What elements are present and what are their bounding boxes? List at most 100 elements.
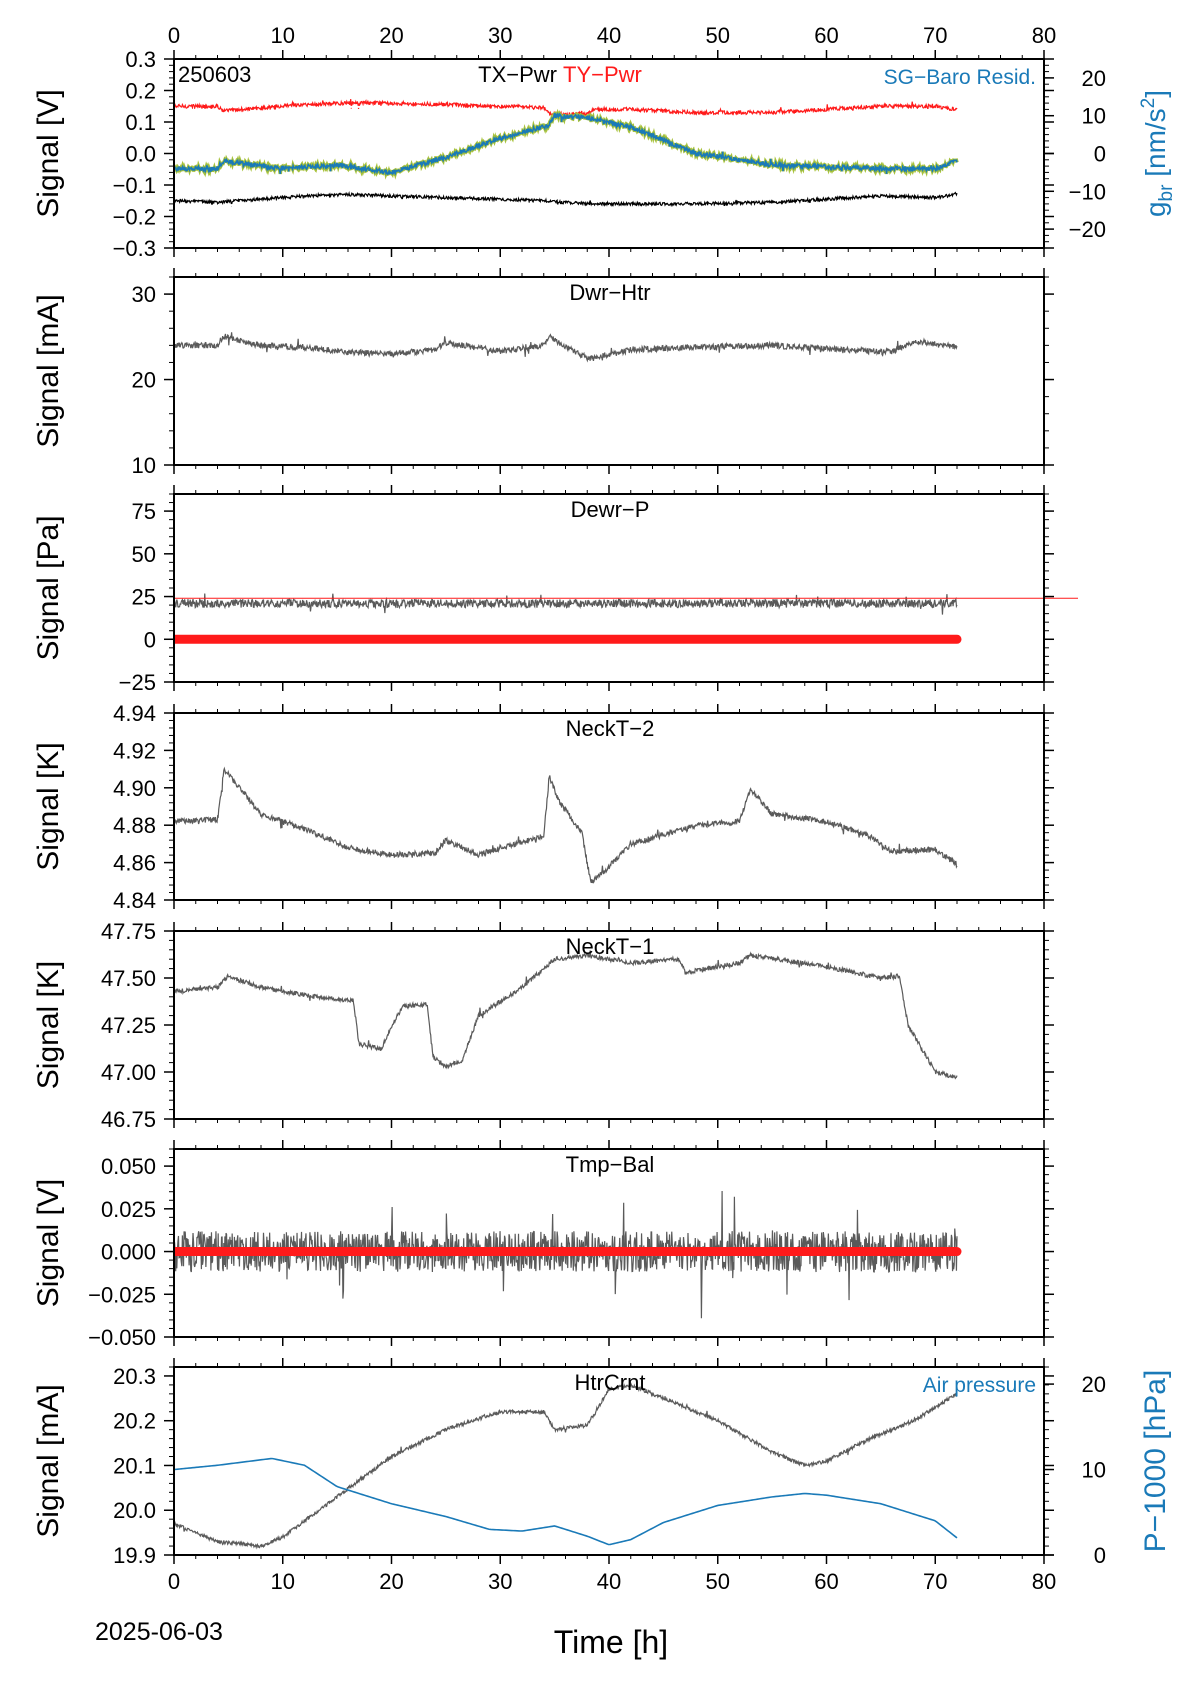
- panel-frame: [173, 1366, 1045, 1556]
- y-tick-label: 20.3: [113, 1364, 156, 1389]
- panel-title: NeckT−2: [566, 716, 655, 741]
- label-end: ]: [1140, 90, 1171, 98]
- y-axis-left: −25 0 25 50 75: [119, 493, 1054, 695]
- y-tick-label-right: 20: [1082, 1372, 1106, 1397]
- y-tick-label: 30: [132, 282, 156, 307]
- y-tick-label-right: 20: [1082, 66, 1106, 91]
- panel-plot-area: [174, 1190, 962, 1319]
- x-tick-label-top: 70: [923, 23, 947, 48]
- panel-title-ty: TY−Pwr: [563, 62, 642, 87]
- x-tick-label-top: 80: [1032, 23, 1056, 48]
- panel-frame: [173, 276, 1045, 466]
- y-tick-label: 0.050: [101, 1154, 156, 1179]
- y-tick-label: 0.025: [101, 1197, 156, 1222]
- panel-plot-area: [174, 99, 959, 209]
- x-tick-label-bottom: 30: [488, 1569, 512, 1594]
- panel-plot-area: [174, 332, 958, 363]
- y-tick-label: 0.0: [125, 142, 156, 167]
- series-tx-pwr: [174, 190, 958, 208]
- y-tick-label: 0.2: [125, 79, 156, 104]
- y-tick-label: 47.75: [101, 919, 156, 944]
- y-axis-left: 4.84 4.86 4.88 4.90 4.92 4.94: [113, 701, 1054, 913]
- y-axis-left: 19.9 20.0 20.1 20.2 20.3: [113, 1364, 1054, 1568]
- series-tx-pwr-smooth: [174, 197, 958, 209]
- y-tick-label: 25: [132, 585, 156, 610]
- y-tick-label: 10: [132, 453, 156, 478]
- y-tick-label: −0.025: [88, 1282, 156, 1307]
- series-dwr-htr: [174, 332, 958, 363]
- panel-plot-area: [174, 766, 958, 884]
- y-tick-label: 20.1: [113, 1453, 156, 1478]
- y-tick-label: 0.1: [125, 110, 156, 135]
- y-tick-label-right: 0: [1094, 1543, 1106, 1568]
- panel-frame: [173, 712, 1045, 901]
- legend-right: Air pressure: [923, 1374, 1036, 1397]
- y-tick-label: 47.50: [101, 966, 156, 991]
- panel-plot-area: [174, 950, 958, 1080]
- series-htrcrnt: [174, 1381, 958, 1550]
- panel-4: 4.84 4.86 4.88 4.90 4.92 4.94 Signal [K] NeckT−…: [32, 701, 1054, 913]
- y-tick-label: 4.88: [113, 813, 156, 838]
- panel-title: Dwr−Htr: [569, 280, 650, 305]
- panel-6: −0.050 −0.025 0.000 0.025 0.050 Signal [V] Tmp…: [32, 1140, 1054, 1350]
- y-axis-left: 10 20 30: [132, 276, 1054, 478]
- x-tick-label-bottom: 10: [271, 1569, 295, 1594]
- series-dewr-p: [174, 593, 958, 615]
- series-air-pressure: [174, 1457, 958, 1546]
- series-sg-baro-resid--fit: [174, 108, 959, 180]
- panel-2: 10 20 30 Signal [mA] Dwr−Htr: [32, 268, 1054, 478]
- panel-7: 19.9 20.0 20.1 20.2 20.3 Signal [mA] HtrCrnt 0 1…: [32, 1358, 1172, 1568]
- label-g: g: [1140, 201, 1171, 217]
- y-tick-label: −0.2: [113, 205, 156, 230]
- x-axis-label: Time [h]: [554, 1624, 668, 1660]
- series-neckt-2: [174, 766, 958, 884]
- label-tail: [nm/s: [1140, 108, 1171, 184]
- panel-title: NeckT−1: [566, 934, 655, 959]
- series-ty-pwr: [174, 99, 958, 119]
- y-axis-label: Signal [K]: [32, 961, 65, 1089]
- y-tick-label: 4.84: [113, 888, 156, 913]
- y-tick-label-right: −10: [1069, 179, 1106, 204]
- y-axis-label-right: P−1000 [hPa]: [1139, 1370, 1172, 1553]
- x-tick-label-bottom: 70: [923, 1569, 947, 1594]
- y-tick-label: 20: [132, 368, 156, 393]
- x-tick-label-bottom: 80: [1032, 1569, 1056, 1594]
- panel-title-tx: TX−Pwr: [478, 62, 557, 87]
- date-stamp: 250603: [178, 62, 251, 87]
- panel-title: Dewr−P: [571, 497, 650, 522]
- y-axis-label: Signal [Pa]: [32, 515, 65, 660]
- x-tick-label-top: 40: [597, 23, 621, 48]
- x-tick-label-bottom: 0: [168, 1569, 180, 1594]
- y-axis-label: Signal [mA]: [32, 294, 65, 447]
- y-tick-label: 46.75: [101, 1107, 156, 1132]
- y-axis-label-right: gbr [nm/s2]: [1138, 90, 1177, 217]
- y-tick-label: −0.3: [113, 236, 156, 261]
- panel-title: HtrCrnt: [575, 1370, 646, 1395]
- y-tick-label: 4.90: [113, 776, 156, 801]
- date-label: 2025-06-03: [95, 1618, 223, 1646]
- y-axis-label: Signal [K]: [32, 742, 65, 870]
- x-tick-label-bottom: 20: [379, 1569, 403, 1594]
- y-axis-label: Signal [V]: [32, 1179, 65, 1307]
- panel-5: 46.75 47.00 47.25 47.50 47.75 Signal [K] NeckT…: [32, 919, 1054, 1132]
- x-tick-label-top: 50: [706, 23, 730, 48]
- panel-1: −0.3 −0.2 −0.1 0.0 0.1 0.2 0.3 Signal [V] TX−Pwr…: [32, 47, 1177, 261]
- panel-plot-area: [174, 593, 962, 644]
- y-axis-label: Signal [V]: [32, 89, 65, 217]
- y-axis-left: 46.75 47.00 47.25 47.50 47.75: [101, 919, 1054, 1132]
- y-tick-label-right: 0: [1094, 142, 1106, 167]
- y-axis-left: −0.050 −0.025 0.000 0.025 0.050: [88, 1148, 1054, 1350]
- y-tick-label: 47.25: [101, 1013, 156, 1038]
- y-tick-label: 0.000: [101, 1240, 156, 1265]
- y-axis-right: −20 −10 0 10 20 gbr [nm/s2]: [1044, 66, 1177, 242]
- panel-plot-area: [174, 1381, 958, 1550]
- label-sub: br: [1156, 184, 1177, 202]
- y-tick-label: 19.9: [113, 1543, 156, 1568]
- y-tick-label: 0: [144, 627, 156, 652]
- y-tick-label: 4.92: [113, 738, 156, 763]
- y-tick-label-right: 10: [1082, 104, 1106, 129]
- x-tick-label-top: 30: [488, 23, 512, 48]
- y-tick-label: −0.050: [88, 1325, 156, 1350]
- y-tick-label: −25: [119, 670, 156, 695]
